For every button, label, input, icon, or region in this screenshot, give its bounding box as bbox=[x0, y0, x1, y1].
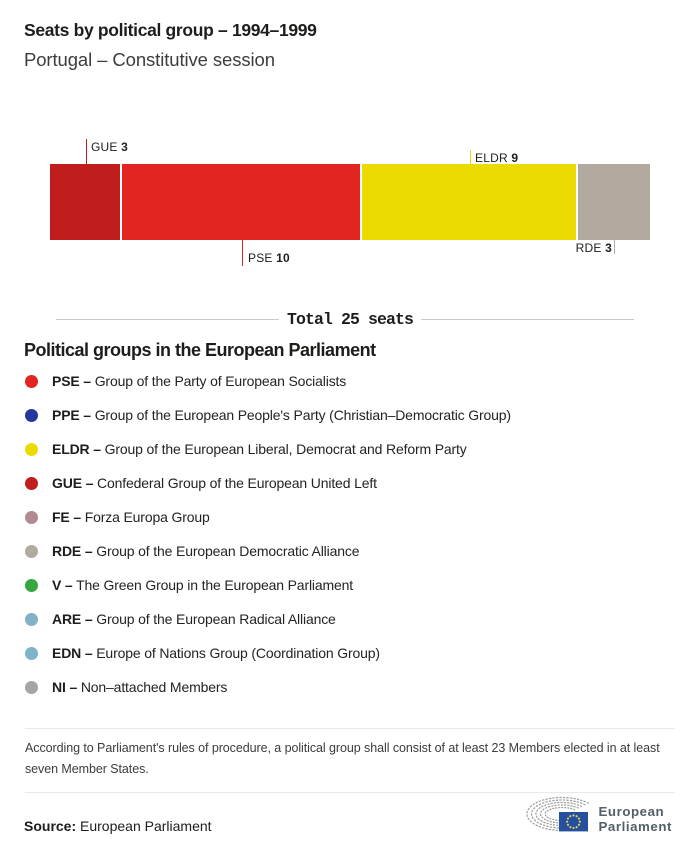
svg-text:European: European bbox=[599, 804, 665, 819]
svg-text:Parliament: Parliament bbox=[599, 819, 673, 834]
